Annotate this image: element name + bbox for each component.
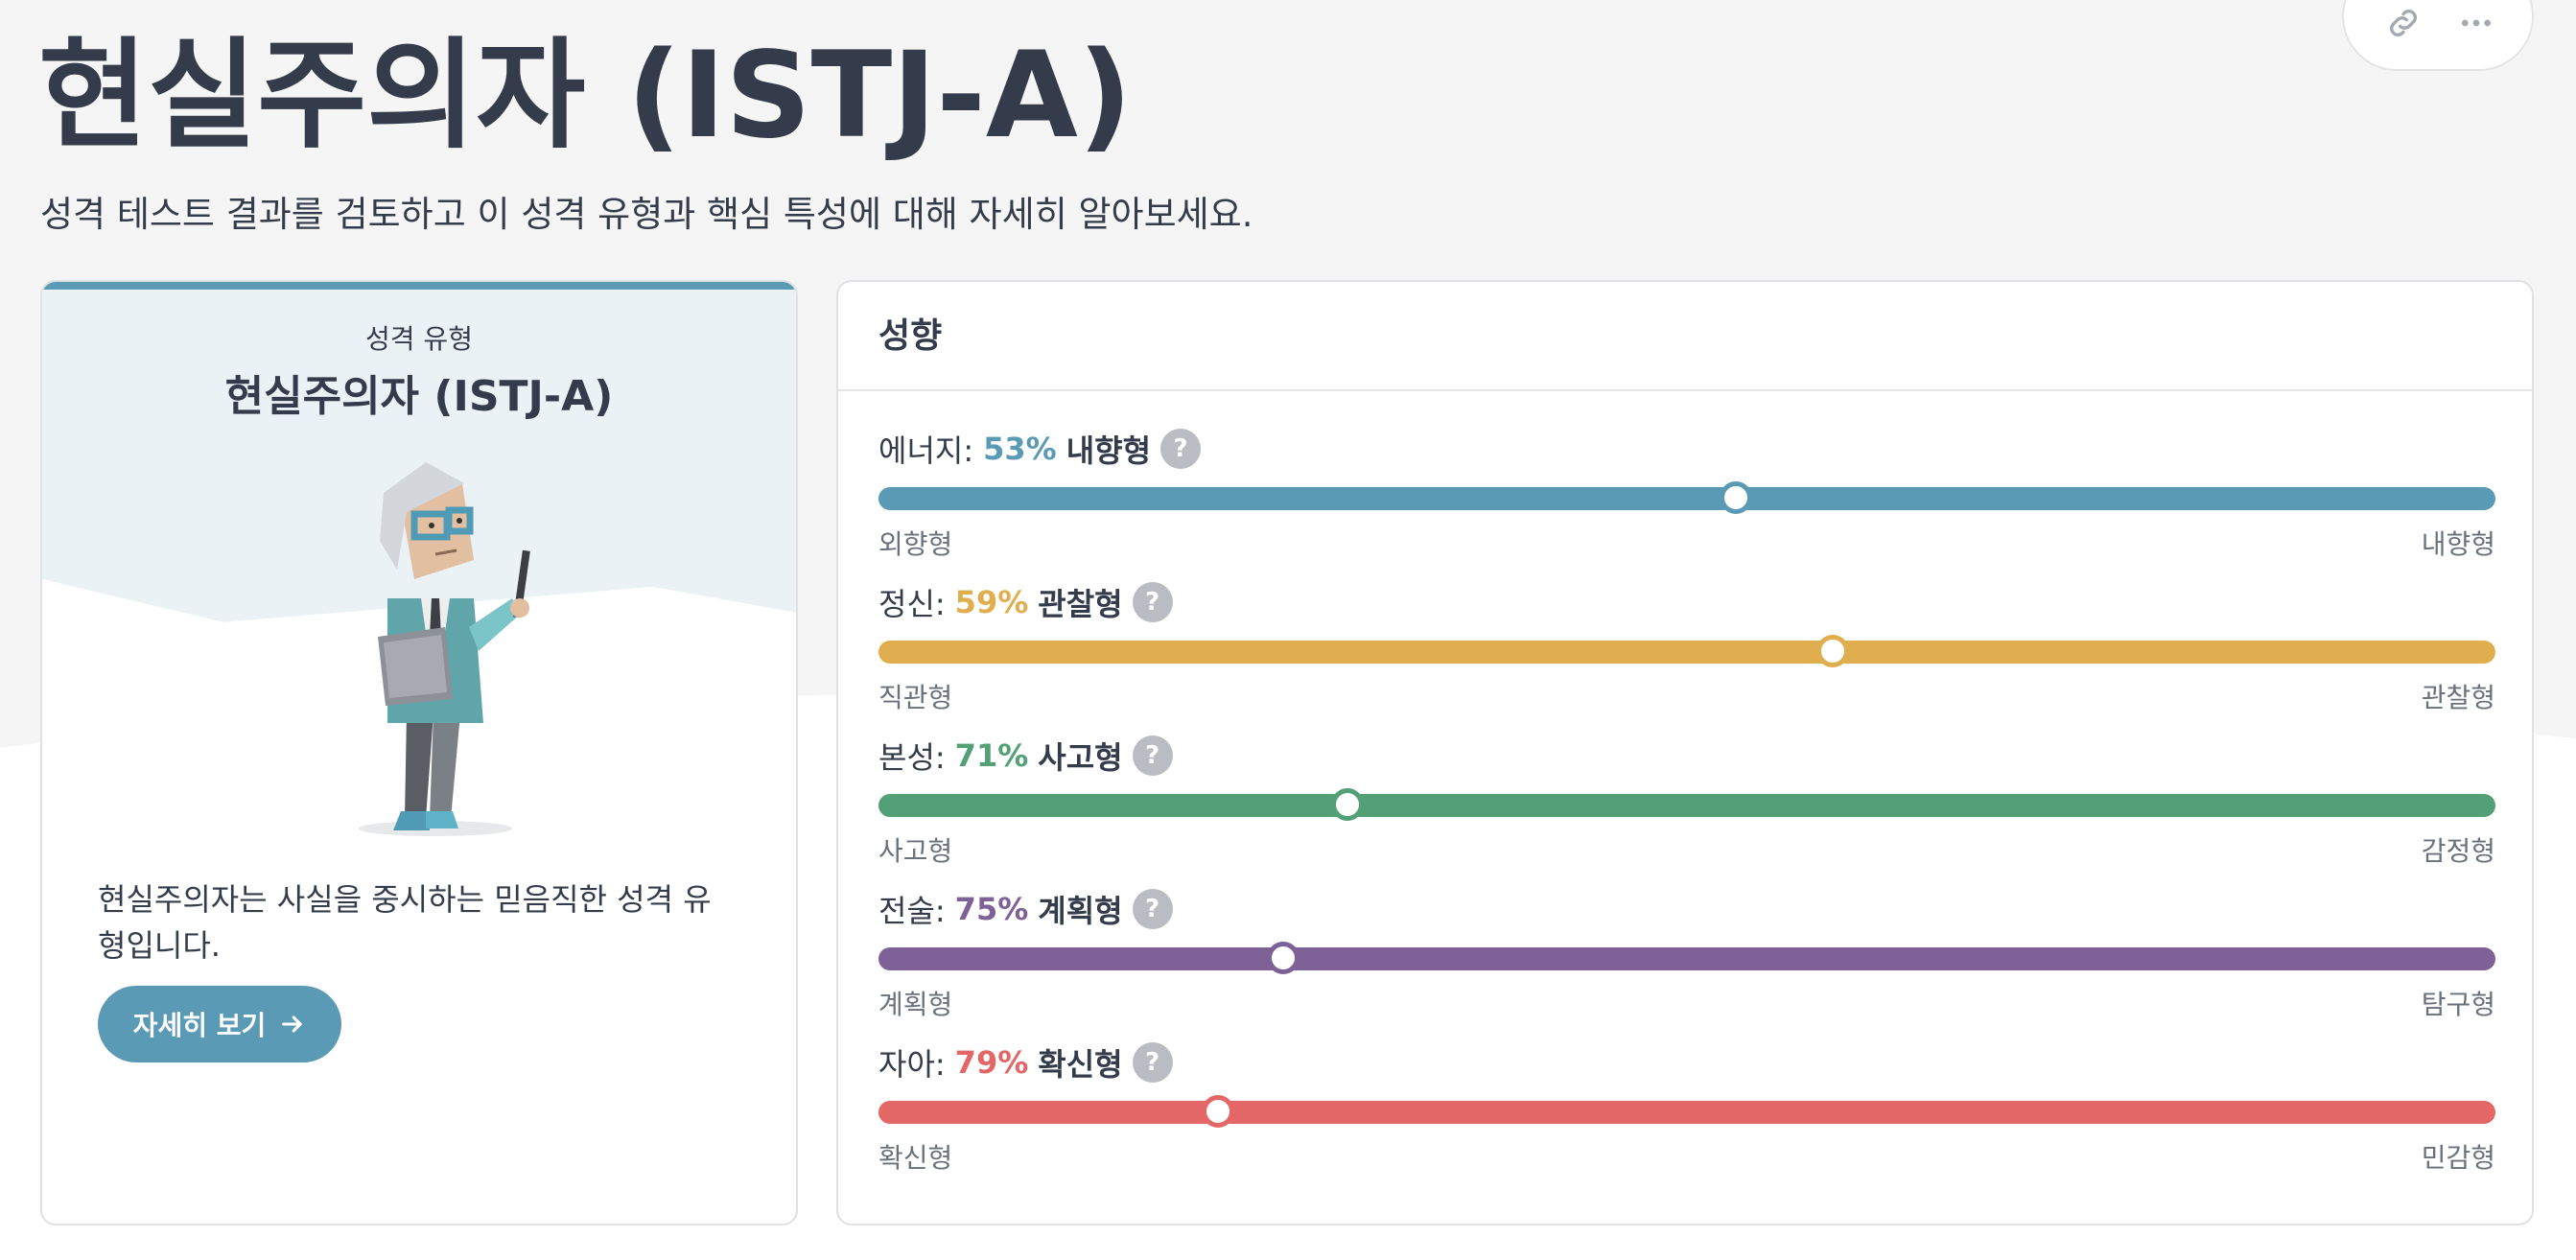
trait-right-pole: 내향형 <box>2421 528 2495 560</box>
trait-marker[interactable] <box>1266 942 1300 974</box>
type-name: 현실주의자 (ISTJ-A) <box>224 372 614 421</box>
trait-percent: 75% <box>954 891 1029 927</box>
help-icon[interactable]: ? <box>1132 582 1173 622</box>
trait-left-pole: 사고형 <box>878 835 953 867</box>
traits-card: 성향 에너지: 53% 내향형 ? 외향형 내향형 정신: 59% 관찰형 ? … <box>836 280 2534 1225</box>
trait-marker[interactable] <box>1719 481 1752 514</box>
trait-right-pole: 감정형 <box>2421 835 2495 867</box>
trait-side: 사고형 <box>1038 739 1123 776</box>
trait-label: 본성: <box>878 739 946 776</box>
trait-bar <box>878 481 2495 514</box>
link-icon[interactable] <box>2380 0 2426 46</box>
trait-left-pole: 직관형 <box>878 682 953 713</box>
arrow-right-icon <box>282 1015 302 1033</box>
logistician-illustration <box>359 462 530 836</box>
trait-heading: 에너지: 53% 내향형 ? <box>878 424 1202 474</box>
trait-marker[interactable] <box>1202 1095 1235 1128</box>
trait-label: 에너지: <box>878 432 974 469</box>
trait-nature: 본성: 71% 사고형 ? 사고형 감정형 <box>878 731 2495 875</box>
trait-bar <box>878 635 2495 667</box>
trait-energy: 에너지: 53% 내향형 ? 외향형 내향형 <box>878 424 2495 568</box>
trait-right-pole: 탐구형 <box>2421 989 2495 1020</box>
traits-header: 성향 <box>838 282 2532 391</box>
trait-side: 확신형 <box>1038 1046 1123 1083</box>
trait-bar <box>878 788 2495 821</box>
trait-bar <box>878 942 2495 974</box>
trait-side: 관찰형 <box>1038 586 1123 622</box>
help-icon[interactable]: ? <box>1132 1042 1173 1083</box>
trait-bar <box>878 1095 2495 1128</box>
trait-label: 자아: <box>878 1046 946 1083</box>
type-description: 현실주의자는 사실을 중시하는 믿음직한 성격 유형입니다. <box>98 881 712 964</box>
traits-title: 성향 <box>878 316 943 356</box>
help-icon[interactable]: ? <box>1160 429 1202 469</box>
more-icon[interactable] <box>2453 0 2499 46</box>
trait-marker[interactable] <box>1815 635 1849 667</box>
trait-left-pole: 계획형 <box>878 989 953 1020</box>
trait-heading: 자아: 79% 확신형 ? <box>878 1038 1173 1087</box>
trait-label: 정신: <box>878 586 946 622</box>
trait-right-pole: 민감형 <box>2421 1142 2495 1174</box>
trait-identity: 자아: 79% 확신형 ? 확신형 민감형 <box>878 1038 2495 1181</box>
trait-left-pole: 확신형 <box>878 1142 953 1174</box>
help-icon[interactable]: ? <box>1132 735 1173 776</box>
learn-more-button[interactable]: 자세히 보기 <box>98 986 341 1062</box>
trait-right-pole: 관찰형 <box>2421 682 2495 713</box>
learn-more-label: 자세히 보기 <box>132 1010 267 1041</box>
card-accent-bar <box>42 282 796 290</box>
type-label: 성격 유형 <box>365 323 473 355</box>
trait-side: 내향형 <box>1066 432 1152 469</box>
trait-percent: 71% <box>954 737 1029 774</box>
page-title: 현실주의자 (ISTJ-A) <box>38 27 1133 165</box>
trait-percent: 53% <box>983 431 1057 467</box>
trait-side: 계획형 <box>1038 893 1123 929</box>
trait-marker[interactable] <box>1330 788 1364 821</box>
trait-percent: 79% <box>954 1044 1029 1081</box>
share-actions <box>2342 0 2534 71</box>
page-subtitle: 성격 테스트 결과를 검토하고 이 성격 유형과 핵심 특성에 대해 자세히 알… <box>40 194 1253 235</box>
trait-tactics: 전술: 75% 계획형 ? 계획형 탐구형 <box>878 884 2495 1028</box>
help-icon[interactable]: ? <box>1132 889 1173 929</box>
trait-heading: 전술: 75% 계획형 ? <box>878 884 1173 934</box>
trait-left-pole: 외향형 <box>878 528 953 560</box>
trait-percent: 59% <box>954 584 1029 620</box>
trait-heading: 정신: 59% 관찰형 ? <box>878 577 1173 627</box>
personality-type-card: 성격 유형 현실주의자 (ISTJ-A) 현실주의자는 사실을 중시하는 믿음직… <box>40 280 798 1225</box>
trait-heading: 본성: 71% 사고형 ? <box>878 731 1173 781</box>
trait-label: 전술: <box>878 893 946 929</box>
trait-mind: 정신: 59% 관찰형 ? 직관형 관찰형 <box>878 577 2495 721</box>
